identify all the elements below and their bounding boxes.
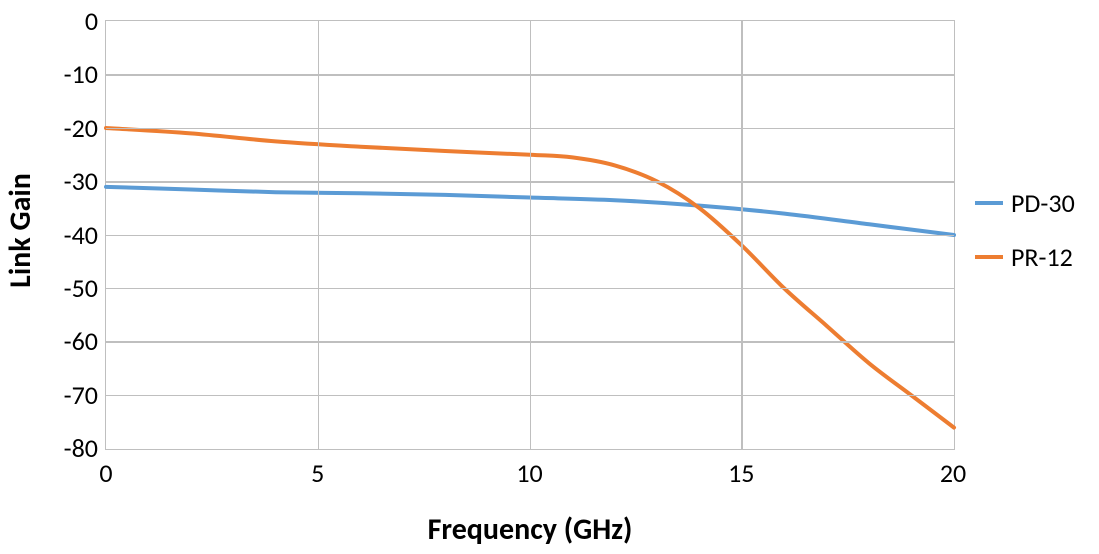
- y-tick-label: -80: [64, 432, 98, 464]
- y-axis-title: Link Gain: [0, 0, 40, 460]
- x-tick-label: 15: [728, 457, 754, 489]
- legend-swatch: [975, 255, 1003, 259]
- x-tick-label: 20: [940, 457, 966, 489]
- legend-label: PR-12: [1011, 241, 1073, 273]
- y-axis-title-text: Link Gain: [2, 173, 39, 288]
- x-tick-label: 10: [516, 457, 542, 489]
- legend: PD-30 PR-12: [975, 0, 1075, 460]
- plot-area: 0-10-20-30-40-50-60-70-8005101520: [105, 20, 955, 450]
- legend-item-pd-30: PD-30: [975, 187, 1075, 219]
- y-tick-label: -70: [64, 379, 98, 411]
- x-tick-label: 0: [99, 457, 112, 489]
- y-tick-label: -30: [64, 165, 98, 197]
- gridline-v: [318, 21, 320, 449]
- y-tick-label: -10: [64, 58, 98, 90]
- x-axis-title: Frequency (GHz): [105, 511, 955, 548]
- gridline-v: [530, 21, 532, 449]
- link-gain-chart: Link Gain 0-10-20-30-40-50-60-70-8005101…: [0, 0, 1099, 554]
- legend-swatch: [975, 201, 1003, 205]
- y-tick-label: -20: [64, 112, 98, 144]
- y-tick-label: 0: [85, 5, 98, 37]
- legend-item-pr-12: PR-12: [975, 241, 1075, 273]
- y-tick-label: -50: [64, 272, 98, 304]
- gridline-v: [741, 21, 743, 449]
- legend-label: PD-30: [1011, 187, 1075, 219]
- x-tick-label: 5: [311, 457, 324, 489]
- y-tick-label: -40: [64, 219, 98, 251]
- y-tick-label: -60: [64, 325, 98, 357]
